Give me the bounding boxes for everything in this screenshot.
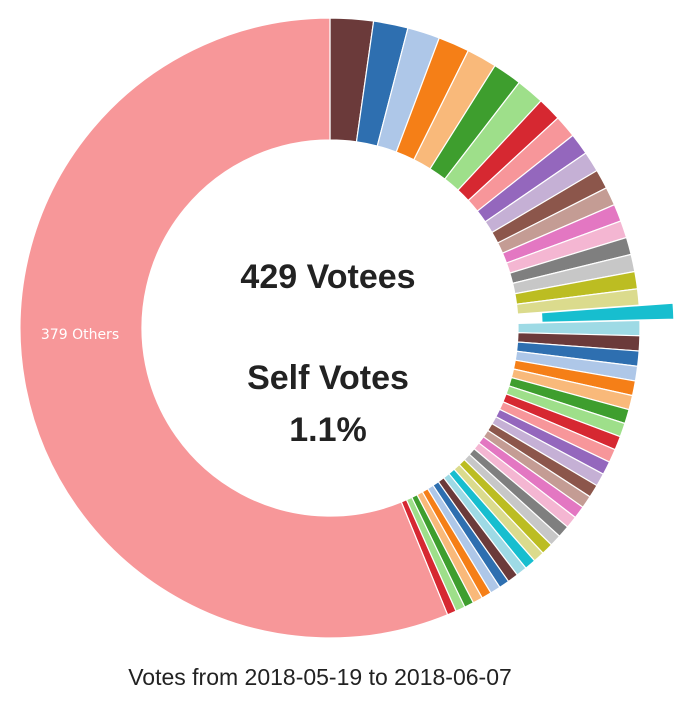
donut-chart: 429 Votees Self Votes 1.1% 379 Others [19, 17, 675, 639]
center-value: 1.1% [289, 411, 367, 449]
chart-caption: Votes from 2018-05-19 to 2018-06-07 [128, 664, 512, 690]
center-title: 429 Votees [240, 258, 415, 296]
others-slice-label: 379 Others [41, 327, 119, 343]
donut-slices [19, 17, 675, 639]
donut-slice-19[interactable] [515, 288, 640, 315]
donut-slice-others[interactable] [19, 17, 449, 639]
center-subtitle: Self Votes [247, 359, 409, 397]
